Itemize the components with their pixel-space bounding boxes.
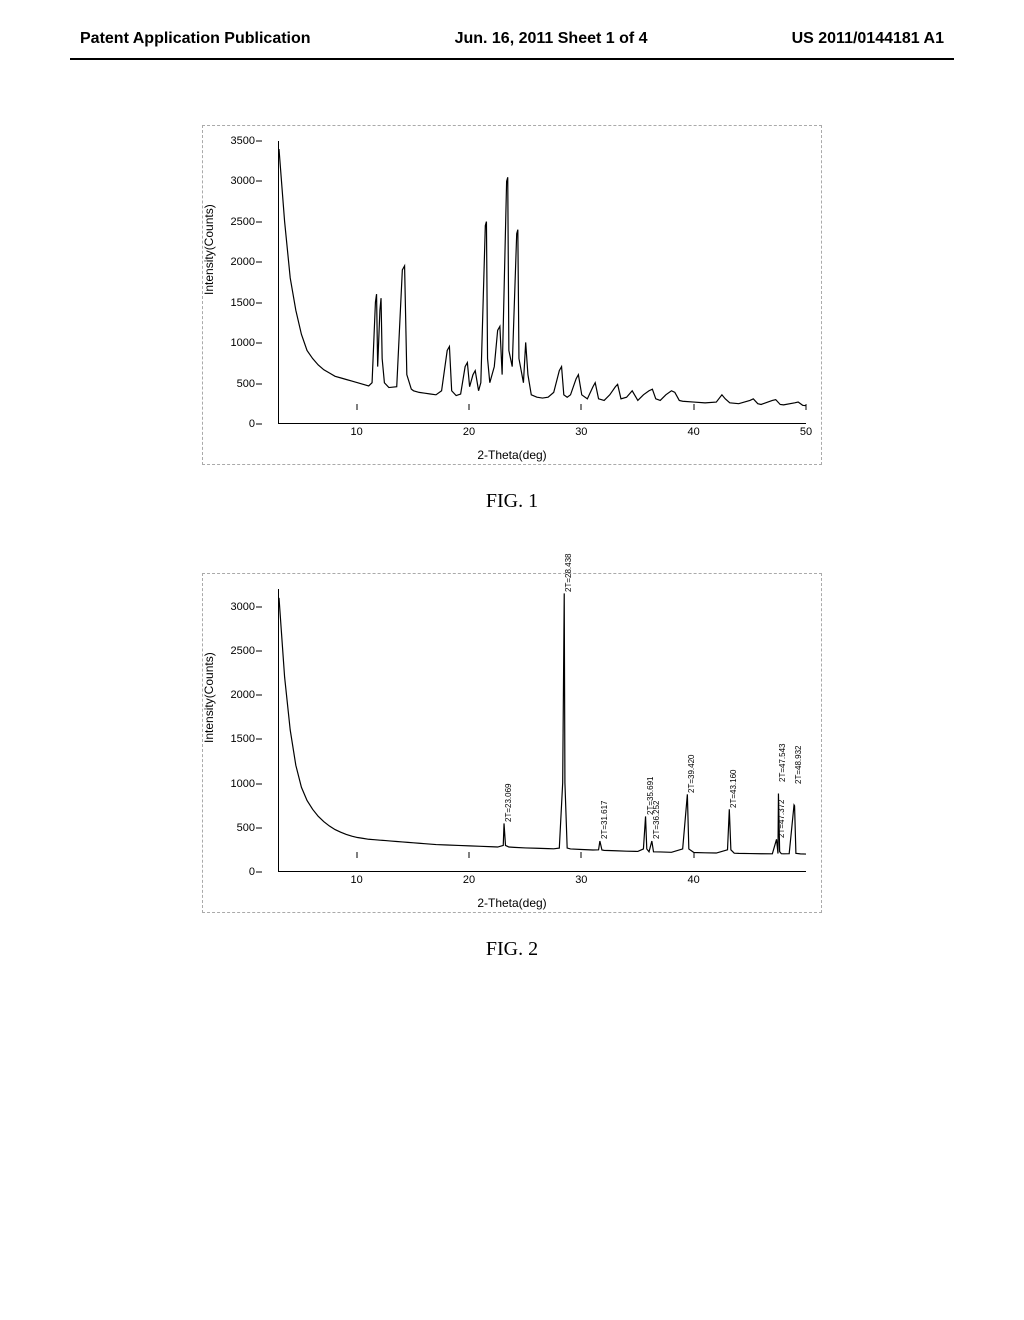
y-tick-label: 3000	[231, 175, 255, 187]
fig2-xlabel: 2-Theta(deg)	[477, 896, 546, 910]
fig2-yticks: 050010001500200025003000	[203, 589, 275, 872]
y-tick-mark	[256, 343, 262, 344]
x-tick-label: 20	[463, 874, 475, 886]
peak-label: 2T=39.420	[687, 754, 696, 792]
peak-label: 2T=31.617	[600, 801, 609, 839]
content: Intensity(Counts) 2-Theta(deg) 050010001…	[0, 65, 1024, 961]
x-tick-label: 20	[463, 426, 475, 438]
y-tick-mark	[256, 181, 262, 182]
peak-label: 2T=23.069	[504, 783, 513, 821]
y-tick-label: 1000	[231, 778, 255, 790]
y-tick-label: 2500	[231, 645, 255, 657]
chart-2: Intensity(Counts) 2-Theta(deg) 050010001…	[202, 573, 822, 913]
fig2-caption: FIG. 2	[202, 938, 822, 961]
x-tick-label: 50	[800, 426, 812, 438]
fig2-xticks: 10 20 30 40	[278, 874, 806, 894]
y-tick-label: 0	[249, 418, 255, 430]
y-tick-mark	[256, 221, 262, 222]
figure-2: Intensity(Counts) 2-Theta(deg) 050010001…	[202, 573, 822, 961]
y-tick-mark	[256, 383, 262, 384]
xrd-trace-path	[279, 149, 806, 406]
fig1-trace	[279, 141, 806, 423]
y-tick-label: 500	[237, 378, 255, 390]
figure-1: Intensity(Counts) 2-Theta(deg) 050010001…	[202, 125, 822, 513]
y-tick-mark	[256, 262, 262, 263]
fig2-trace	[279, 589, 806, 871]
y-tick-label: 3000	[231, 601, 255, 613]
x-tick-label: 30	[575, 874, 587, 886]
x-tick-label: 40	[688, 426, 700, 438]
fig1-xticks: 1020304050	[278, 426, 806, 446]
y-tick-mark	[256, 827, 262, 828]
fig1-yticks: 0500100015002000250030003500	[203, 141, 275, 424]
page-header: Patent Application Publication Jun. 16, …	[0, 0, 1024, 58]
y-tick-label: 500	[237, 822, 255, 834]
fig1-plot-area	[278, 141, 806, 424]
y-tick-label: 2500	[231, 216, 255, 228]
y-tick-label: 0	[249, 866, 255, 878]
header-divider	[70, 58, 954, 60]
y-tick-label: 2000	[231, 689, 255, 701]
x-tick-label: 30	[575, 426, 587, 438]
y-tick-mark	[256, 606, 262, 607]
peak-label: 2T=43.160	[729, 769, 738, 807]
peak-label: 2T=47.372	[777, 799, 786, 837]
y-tick-label: 1500	[231, 733, 255, 745]
chart-1: Intensity(Counts) 2-Theta(deg) 050010001…	[202, 125, 822, 465]
fig1-caption: FIG. 1	[202, 490, 822, 513]
header-center: Jun. 16, 2011 Sheet 1 of 4	[455, 30, 648, 48]
y-tick-mark	[256, 302, 262, 303]
x-tick-label: 10	[351, 874, 363, 886]
peak-label: 2T=47.543	[778, 744, 787, 782]
y-tick-label: 2000	[231, 256, 255, 268]
xrd-trace-path	[279, 593, 806, 854]
header-left: Patent Application Publication	[80, 30, 311, 48]
x-tick-label: 40	[688, 874, 700, 886]
peak-label: 2T=36.252	[652, 801, 661, 839]
y-tick-mark	[256, 695, 262, 696]
fig2-plot-area: 2T=23.0692T=28.4382T=31.6172T=35.6912T=3…	[278, 589, 806, 872]
y-tick-mark	[256, 424, 262, 425]
y-tick-label: 1500	[231, 297, 255, 309]
x-tick-label: 10	[351, 426, 363, 438]
y-tick-label: 3500	[231, 135, 255, 147]
y-tick-mark	[256, 141, 262, 142]
peak-label: 2T=48.932	[794, 745, 803, 783]
y-tick-mark	[256, 739, 262, 740]
y-tick-mark	[256, 783, 262, 784]
fig1-xlabel: 2-Theta(deg)	[477, 448, 546, 462]
header-right: US 2011/0144181 A1	[792, 30, 944, 48]
y-tick-label: 1000	[231, 337, 255, 349]
y-tick-mark	[256, 872, 262, 873]
peak-label: 2T=28.438	[564, 553, 573, 591]
y-tick-mark	[256, 650, 262, 651]
